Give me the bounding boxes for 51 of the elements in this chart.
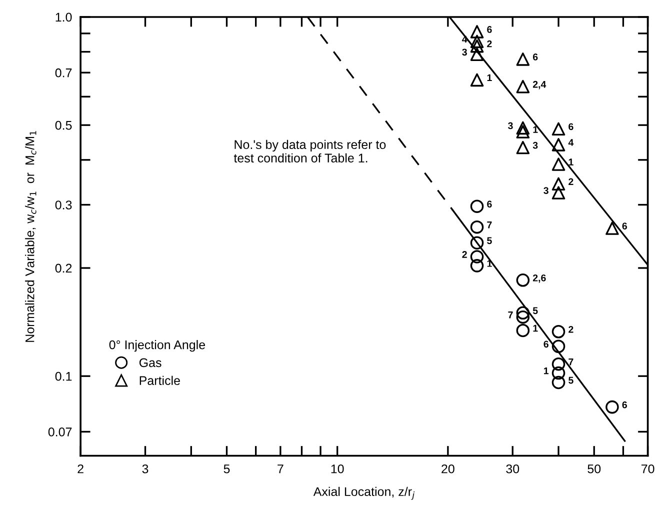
x-tick-label: 30 <box>506 464 520 474</box>
annotation: 3 <box>508 122 513 130</box>
annotation: 1 <box>533 126 538 133</box>
x-tick-label: 10 <box>331 464 344 474</box>
annotation: 5 <box>568 376 574 384</box>
y-tick-label: 0.3 <box>55 200 72 210</box>
y-tick-label: 0.7 <box>55 68 72 78</box>
annotation: 6 <box>487 26 492 33</box>
x-tick-label: 5 <box>224 464 230 474</box>
x-tick-label: 20 <box>442 464 454 474</box>
annotation: 6 <box>544 340 548 348</box>
annotation: 2,6 <box>532 274 546 283</box>
y-axis-title: Normalized Variable, w$_{c}$/w$_{1}$ or M$_{c}$/M$_{1}$ <box>25 131 36 342</box>
legend-title: 0° Injection Angle <box>109 340 206 352</box>
x-tick-label: 3 <box>142 464 148 474</box>
annotation: 3 <box>544 187 548 194</box>
annotation: 7 <box>568 358 574 366</box>
annotation: 4 <box>568 139 574 146</box>
annotation: 5 <box>487 237 492 244</box>
y-tick-label: 0.2 <box>55 264 72 273</box>
annotation: 6 <box>532 54 538 60</box>
annotation: 5 <box>532 307 538 314</box>
annotation: 3 <box>532 142 538 149</box>
annotation: 6 <box>622 401 627 408</box>
y-tick-label: 0.5 <box>55 120 72 130</box>
annotation: 7 <box>487 222 492 228</box>
annotation: No.'s by data points refer to test condition of Table 1. <box>234 140 386 162</box>
annotation: 2 <box>487 40 492 48</box>
annotation: 6 <box>568 123 574 130</box>
x-tick-label: 70 <box>641 464 654 474</box>
x-tick-label: 7 <box>278 464 284 474</box>
x-tick-label: 50 <box>588 464 601 474</box>
annotation: 6 <box>487 200 492 208</box>
x-axis-title: Axial Location, z/r$_{j}$ <box>313 486 415 500</box>
annotation: 1 <box>487 74 492 82</box>
annotation: 1 <box>533 324 538 332</box>
annotation: 1 <box>568 158 574 166</box>
annotation: 2 <box>568 326 574 333</box>
y-tick-label: 0.07 <box>48 428 72 436</box>
annotation: 7 <box>508 312 513 318</box>
y-tick-label: 1.0 <box>56 12 72 22</box>
legend-label: Particle <box>140 376 180 386</box>
annotation: 3 <box>462 48 467 56</box>
annotation: 6 <box>622 222 627 230</box>
annotation: 1 <box>544 367 549 374</box>
annotation: 2 <box>462 251 467 258</box>
annotation: 2,4 <box>532 80 546 90</box>
annotation: 2 <box>568 178 574 185</box>
y-tick-label: 0.1 <box>55 372 72 381</box>
legend-label: Gas <box>139 358 162 368</box>
x-tick-label: 2 <box>78 464 84 474</box>
